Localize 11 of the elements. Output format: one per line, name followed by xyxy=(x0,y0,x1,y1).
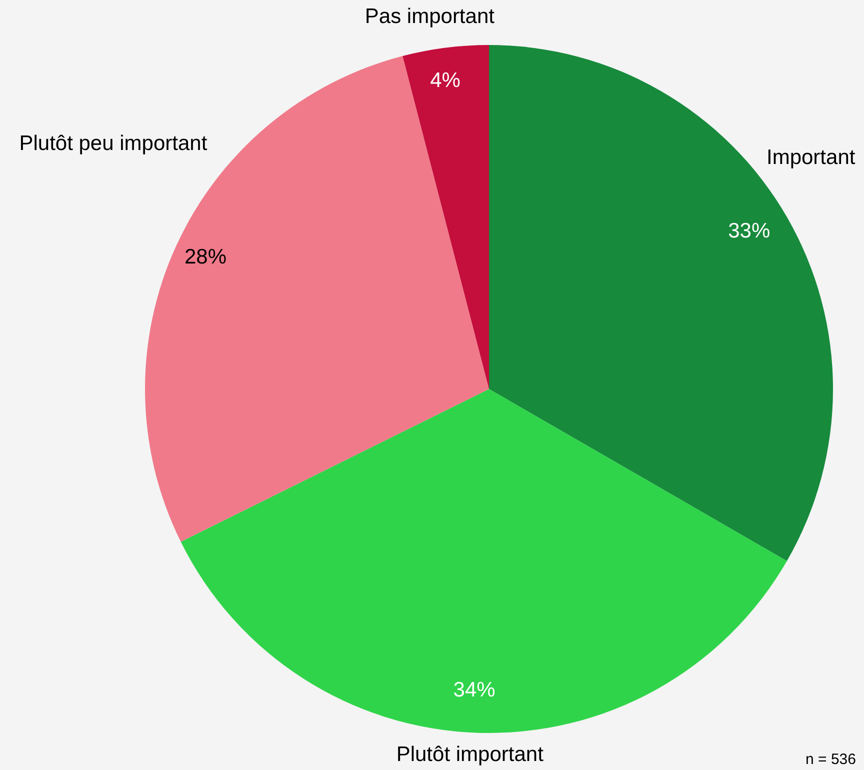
data-label: 28% xyxy=(184,245,227,268)
slice-label: Pas important xyxy=(364,4,495,28)
pie-slice xyxy=(402,45,489,389)
slice-label: Plutôt important xyxy=(396,742,544,766)
data-label: 34% xyxy=(453,678,496,702)
slice-label: Plutôt peu important xyxy=(19,132,208,155)
data-label: 4% xyxy=(430,68,460,92)
pie-slice xyxy=(180,389,787,733)
text: n = 536 xyxy=(806,751,856,768)
data-label: 33% xyxy=(728,219,770,242)
slice-label: Important xyxy=(766,146,856,170)
